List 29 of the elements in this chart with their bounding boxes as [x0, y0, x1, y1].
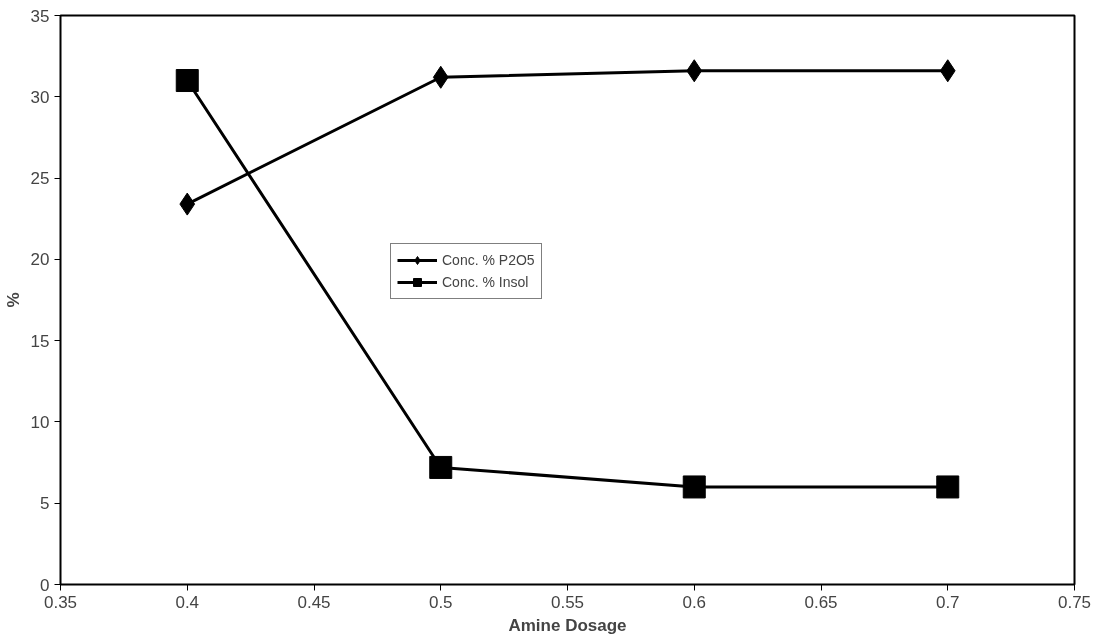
point [682, 475, 706, 499]
legend-label: Conc. % Insol [442, 274, 529, 290]
point [429, 455, 453, 479]
point [432, 65, 449, 89]
x-axis-title: Amine Dosage [508, 615, 627, 635]
point [939, 59, 956, 83]
point [175, 69, 199, 93]
x-tick-label: 0.35 [43, 592, 78, 612]
x-tick-label: 0.7 [935, 592, 960, 612]
point [936, 475, 960, 499]
legend-label: Conc. % P2O5 [442, 252, 535, 268]
y-tick-label: 20 [30, 250, 50, 270]
y-tick-label: 25 [30, 169, 50, 189]
x-tick-label: 0.6 [682, 592, 707, 612]
y-tick-label: 5 [40, 494, 50, 514]
x-tick-label: 0.45 [297, 592, 331, 612]
x-tick-label: 0.55 [550, 592, 585, 612]
x-tick-label: 0.5 [428, 592, 453, 612]
x-tick-label: 0.4 [175, 592, 200, 612]
point [686, 59, 703, 83]
y-tick-label: 0 [40, 575, 50, 595]
y-axis-title: % [3, 292, 23, 308]
x-tick-label: 0.65 [804, 592, 838, 612]
y-tick-label: 35 [30, 6, 50, 26]
x-tick-label: 0.75 [1057, 592, 1092, 612]
y-tick-label: 30 [30, 87, 50, 107]
y-tick-label: 10 [30, 412, 50, 432]
y-tick-label: 15 [30, 331, 50, 351]
point [179, 192, 196, 216]
